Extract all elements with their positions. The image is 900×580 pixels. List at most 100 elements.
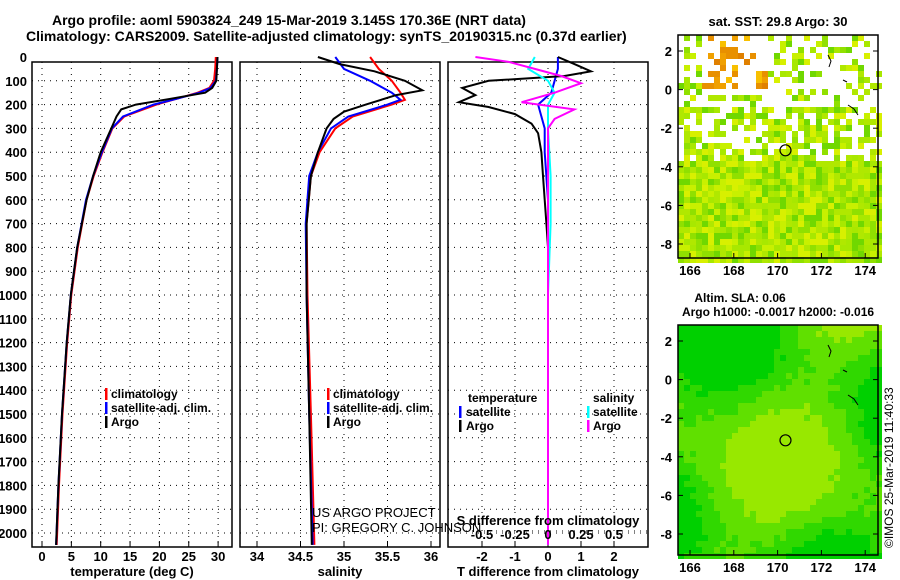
map-cell xyxy=(684,131,690,137)
map-cell xyxy=(750,245,756,251)
map-cell xyxy=(852,331,858,337)
map-cell xyxy=(816,71,822,77)
map-cell xyxy=(828,47,834,53)
map-cell xyxy=(690,355,696,361)
map-cell xyxy=(720,349,726,355)
map-cell xyxy=(720,337,726,343)
y-tick-label: 1900 xyxy=(0,502,27,517)
map-cell xyxy=(750,481,756,487)
map-cell xyxy=(864,233,870,239)
map-cell xyxy=(876,221,882,227)
map-cell xyxy=(684,355,690,361)
map-cell xyxy=(738,469,744,475)
map-cell xyxy=(852,475,858,481)
map-cell xyxy=(744,469,750,475)
map-cell xyxy=(744,367,750,373)
map-cell xyxy=(756,433,762,439)
map-cell xyxy=(750,397,756,403)
map-cell xyxy=(816,167,822,173)
map-cell xyxy=(846,83,852,89)
map-cell xyxy=(840,173,846,179)
map-cell xyxy=(858,493,864,499)
map-cell xyxy=(864,197,870,203)
map-cell xyxy=(786,125,792,131)
map-cell xyxy=(864,113,870,119)
map-cell xyxy=(714,403,720,409)
map-cell xyxy=(822,185,828,191)
map-cell xyxy=(768,535,774,541)
map-cell xyxy=(690,421,696,427)
map-cell xyxy=(828,325,834,331)
map-cell xyxy=(852,221,858,227)
map-cell xyxy=(804,331,810,337)
map-cell xyxy=(876,209,882,215)
map-cell xyxy=(744,499,750,505)
map-cell xyxy=(696,239,702,245)
map-cell xyxy=(684,529,690,535)
map-cell xyxy=(756,113,762,119)
map-cell xyxy=(864,179,870,185)
map-cell xyxy=(762,475,768,481)
map-cell xyxy=(840,391,846,397)
map-cell xyxy=(780,179,786,185)
map-cell xyxy=(822,191,828,197)
map-cell xyxy=(714,439,720,445)
map-cell xyxy=(816,463,822,469)
map-cell xyxy=(780,119,786,125)
map-cell xyxy=(678,511,684,517)
map-cell xyxy=(870,209,876,215)
map-cell xyxy=(768,403,774,409)
map-cell xyxy=(768,379,774,385)
map-cell xyxy=(822,35,828,41)
map-cell xyxy=(768,179,774,185)
map-cell xyxy=(720,529,726,535)
map-cell xyxy=(864,403,870,409)
map-cell xyxy=(732,215,738,221)
map-cell xyxy=(756,427,762,433)
map-cell xyxy=(852,179,858,185)
map-lat-label: -4 xyxy=(660,160,672,175)
map-cell xyxy=(756,469,762,475)
map-cell xyxy=(720,427,726,433)
map-cell xyxy=(870,367,876,373)
map-cell xyxy=(774,535,780,541)
map-cell xyxy=(816,409,822,415)
map-cell xyxy=(750,119,756,125)
map-cell xyxy=(798,367,804,373)
map-cell xyxy=(816,245,822,251)
map-cell xyxy=(720,523,726,529)
map-cell xyxy=(858,95,864,101)
map-cell xyxy=(846,463,852,469)
map-cell xyxy=(744,523,750,529)
map-cell xyxy=(834,469,840,475)
map-cell xyxy=(804,203,810,209)
map-cell xyxy=(840,215,846,221)
map-cell xyxy=(714,415,720,421)
map-cell xyxy=(810,173,816,179)
map-cell xyxy=(840,331,846,337)
map-cell xyxy=(756,233,762,239)
map-cell xyxy=(834,463,840,469)
map-cell xyxy=(684,125,690,131)
map-cell xyxy=(738,239,744,245)
map-cell xyxy=(780,245,786,251)
map-cell xyxy=(858,427,864,433)
map-cell xyxy=(780,361,786,367)
map-cell xyxy=(810,215,816,221)
map-cell xyxy=(870,331,876,337)
map-cell xyxy=(726,337,732,343)
map-cell xyxy=(702,517,708,523)
map-cell xyxy=(804,209,810,215)
map-cell xyxy=(876,469,882,475)
map-cell xyxy=(834,421,840,427)
x-tick-label: 0 xyxy=(38,549,45,564)
map-cell xyxy=(834,131,840,137)
map-cell xyxy=(840,487,846,493)
map-cell xyxy=(684,173,690,179)
map-cell xyxy=(684,77,690,83)
x-tick-label: 35.5 xyxy=(375,549,400,564)
map-cell xyxy=(696,379,702,385)
map-cell xyxy=(810,415,816,421)
map-cell xyxy=(750,337,756,343)
map-cell xyxy=(846,361,852,367)
